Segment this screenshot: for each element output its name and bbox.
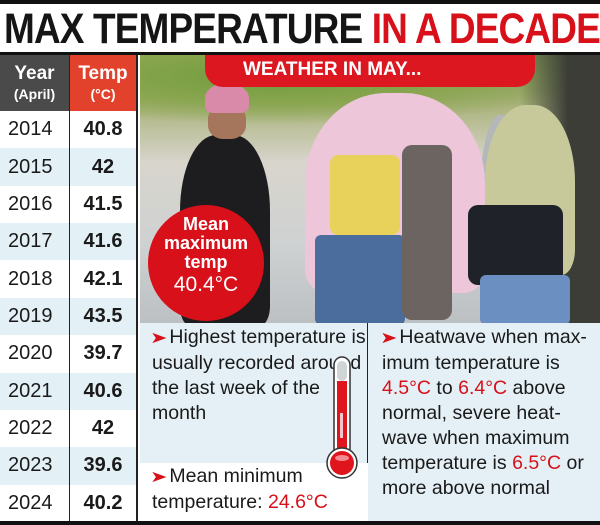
temp-cell: 42 [91,417,115,440]
table-body: 2014 40.8 2015 42 2016 41.5 2017 41.6 2018 42… [0,111,136,522]
year-label: Year [14,63,55,84]
weather-banner: WEATHER IN MAY... [205,55,535,87]
badge-line: temp [184,252,228,272]
photo-printed-scarf [402,145,452,320]
table-row: 2019 43.5 [0,297,136,336]
photo-person-left-headscarf [205,83,249,113]
title-rule [0,52,600,55]
temp-cell: 43.5 [83,304,123,327]
note-mean-min: ➤ Mean minimum temperature: 24.6°C [149,464,372,515]
badge-value: 40.4°C [173,273,239,296]
temp-cell: 40.6 [83,379,123,402]
notes-left: ➤ Highest temperature is usually recorded… [140,323,368,522]
title-black: MAX TEMPERATURE [4,5,363,53]
arrow-icon: ➤ [379,330,398,347]
heatwave-min-value: 4.5°C [382,377,431,399]
temp-cell: 40.8 [83,118,123,141]
year-cell: 2018 [0,260,70,298]
title-red: IN A DECADE [371,5,600,53]
table-row: 2014 40.8 [0,111,136,149]
temp-cell: 39.7 [83,342,123,365]
column-header-temp: Temp (°C) [70,55,136,111]
table-header: Year (April) Temp (°C) [0,55,136,111]
year-cell: 2022 [0,409,70,448]
note-text: to [431,377,459,399]
heatwave-photo: WEATHER IN MAY... Mean maximum temp 40.4… [140,55,600,323]
year-cell: 2021 [0,372,70,410]
table-row: 2021 40.6 [0,372,136,410]
page-title: MAX TEMPERATURE IN A DECADE [4,6,600,52]
temp-label: Temp [78,63,128,84]
year-cell: 2020 [0,335,70,373]
temp-cell: 42.1 [83,267,123,290]
temp-sublabel: (°C) [90,86,116,102]
note-text: or more above normal [382,452,584,499]
photo-person-right-jeans [480,275,570,323]
note-highest-temp: ➤ Highest temperature is usually recorded… [149,325,372,426]
top-rule [0,0,600,4]
badge-line: maximum [163,233,249,253]
mean-min-value: 24.6°C [267,491,328,513]
photo-jeans [315,235,405,323]
table-row: 2023 39.6 [0,447,136,485]
notes-right: ➤ Heatwave when max-imum temperature is 4… [369,323,600,522]
year-cell: 2023 [0,447,70,485]
bottom-rule [0,521,600,525]
notes-panel: ➤ Highest temperature is usually recorded… [140,323,600,522]
temperature-table: Year (April) Temp (°C) 2014 40.8 2015 42 2… [0,55,138,522]
temp-cell: 41.6 [83,230,123,253]
heatwave-max-value: 6.4°C [458,377,508,399]
year-cell: 2016 [0,185,70,224]
arrow-icon: ➤ [149,469,168,486]
note-text: above normal, severe heat-wave when maxi… [382,377,570,474]
year-cell: 2014 [0,111,70,149]
badge-line: Mean [182,214,229,234]
year-sublabel: (April) [13,86,56,102]
year-cell: 2017 [0,223,70,261]
photo-person-right [468,205,563,285]
table-row: 2020 39.7 [0,335,136,373]
mean-max-badge: Mean maximum temp 40.4°C [148,205,264,321]
temp-cell: 39.6 [83,454,123,477]
note-text: Mean minimum temperature: [152,465,303,513]
year-cell: 2019 [0,297,70,336]
arrow-icon: ➤ [149,330,168,347]
note-heatwave: ➤ Heatwave when max-imum temperature is 4… [379,325,600,501]
table-row: 2017 41.6 [0,223,136,261]
note-text: Heatwave when max-imum temperature is [382,326,587,374]
year-cell: 2015 [0,148,70,186]
temp-cell: 42 [91,155,115,178]
temp-cell: 41.5 [83,192,123,215]
year-cell: 2024 [0,484,70,522]
photo-yellow-shirt [330,155,400,235]
table-row: 2024 40.2 [0,484,136,522]
temp-cell: 40.2 [83,491,123,514]
note-text: Highest temperature is usually recorded … [152,326,366,424]
severe-heatwave-value: 6.5°C [512,452,562,474]
table-row: 2015 42 [0,148,136,186]
table-row: 2022 42 [0,409,136,448]
column-header-year: Year (April) [0,55,70,111]
table-row: 2016 41.5 [0,185,136,224]
thermometer-icon [326,356,358,479]
table-row: 2018 42.1 [0,260,136,298]
